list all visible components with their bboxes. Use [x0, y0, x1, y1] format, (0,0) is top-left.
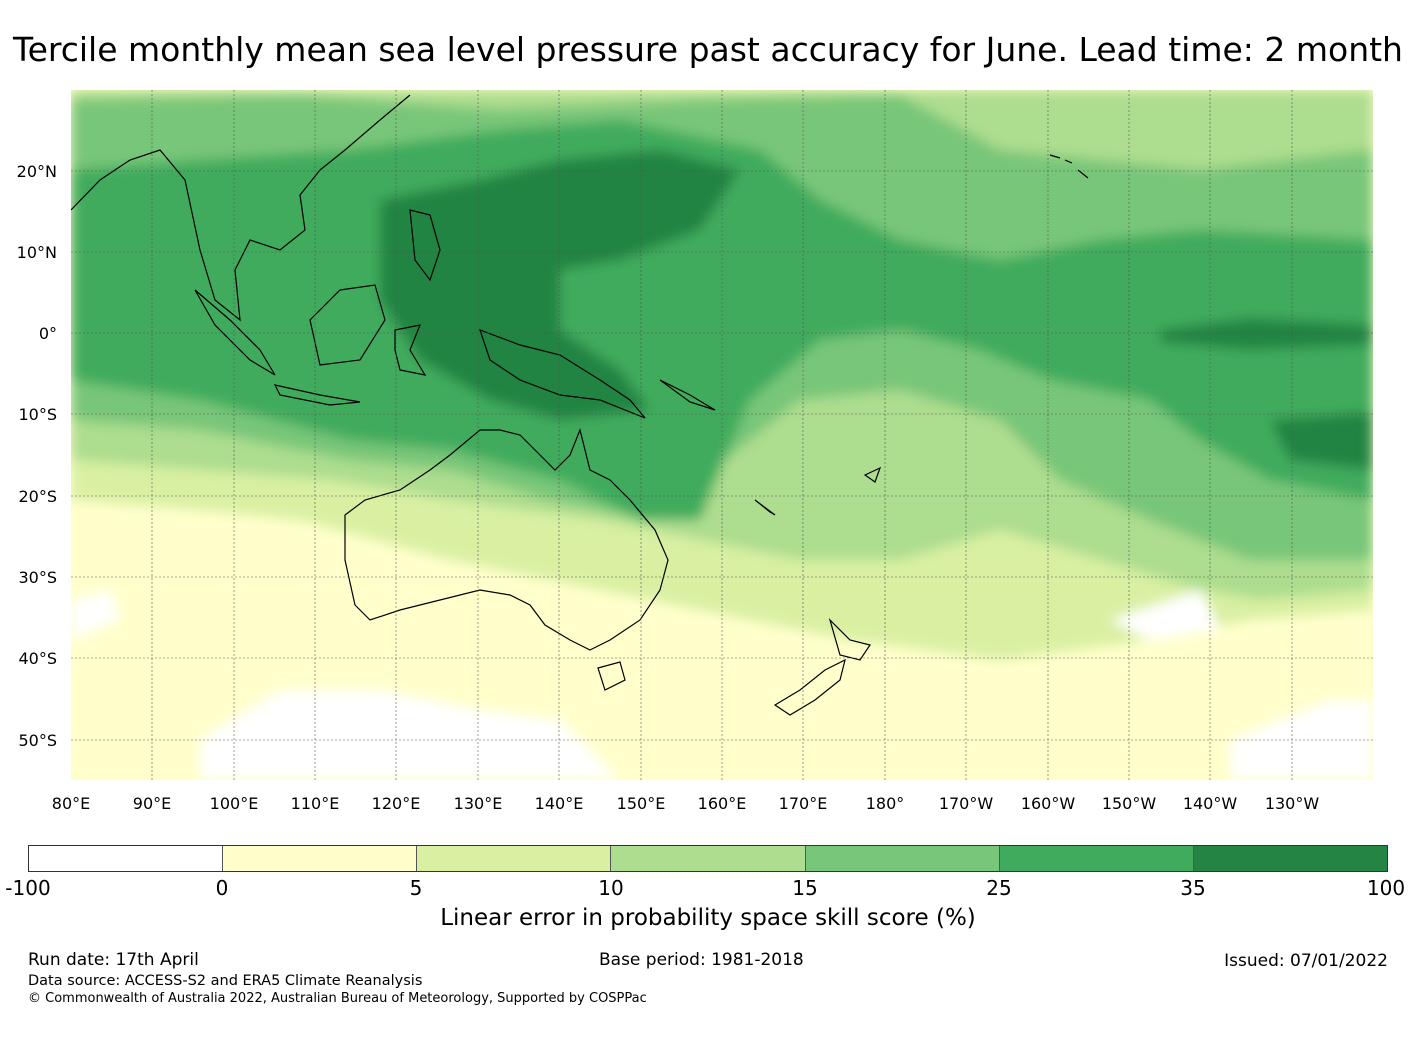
score-band-35-100-se: [1270, 412, 1373, 470]
coastline-philippines: [409, 209, 441, 282]
lon-label: 150°W: [1102, 794, 1157, 813]
data-source: Data source: ACCESS-S2 and ERA5 Climate …: [28, 973, 423, 989]
coastline-solomon: [659, 379, 716, 411]
map-area: 20°N 10°N 0° 10°S 20°S 30°S 40°S 50°S 80…: [17, 90, 1373, 813]
coastline-tasmania: [597, 661, 626, 691]
lon-label: 130°W: [1265, 794, 1320, 813]
lat-label: 20°S: [18, 487, 57, 506]
lon-label: 140°W: [1183, 794, 1238, 813]
score-band-35-100: [380, 150, 740, 420]
colorbar-segment: [29, 846, 224, 871]
base-period: Base period: 1981-2018: [599, 950, 804, 970]
score-band-negative-west: [71, 590, 120, 640]
colorbar-segment: [611, 846, 806, 871]
lat-label: 40°S: [18, 649, 57, 668]
score-band-negative-east: [1110, 590, 1220, 640]
lat-label: 50°S: [18, 731, 57, 750]
coastline-new-zealand: [773, 617, 871, 716]
lon-label: 130°E: [454, 794, 503, 813]
colorbar-segment: [223, 846, 418, 871]
run-date: Run date: 17th April: [28, 950, 199, 970]
lat-label: 10°S: [18, 405, 57, 424]
colorbar-segment: [1193, 846, 1387, 871]
lon-label: 110°E: [291, 794, 340, 813]
lat-label: 30°S: [18, 568, 57, 587]
lon-label: 140°E: [535, 794, 584, 813]
lon-label: 160°W: [1021, 794, 1076, 813]
lon-label: 180°: [866, 794, 905, 813]
coastline-sumatra: [194, 289, 276, 376]
colorbar-tick: 15: [792, 876, 818, 900]
lon-label: 150°E: [617, 794, 666, 813]
coastline-borneo: [309, 284, 386, 366]
coastline-new-guinea: [479, 328, 646, 419]
colorbar-tick: 25: [986, 876, 1012, 900]
lon-label: 90°E: [133, 794, 171, 813]
colorbar-segment: [805, 846, 1000, 871]
coastlines: [71, 94, 1089, 716]
lon-label: 80°E: [52, 794, 90, 813]
score-band-35-100-east: [1160, 318, 1373, 350]
skill-score-map: 20°N 10°N 0° 10°S 20°S 30°S 40°S 50°S 80…: [17, 90, 1373, 813]
colorbar-tick: 35: [1180, 876, 1206, 900]
coastline-fiji: [863, 466, 882, 483]
colorbar: [28, 845, 1388, 872]
lon-label: 160°E: [698, 794, 747, 813]
colorbar-tick: 5: [409, 876, 423, 900]
gridlines: [71, 90, 1373, 780]
colorbar-label: Linear error in probability space skill …: [440, 905, 976, 931]
lat-label: 0°: [39, 324, 57, 343]
lat-label: 20°N: [17, 162, 57, 181]
lat-label: 10°N: [17, 243, 57, 262]
coastline-asia: [71, 94, 411, 322]
coastline-java: [273, 384, 361, 406]
colorbar-tick: 10: [598, 876, 624, 900]
colorbar-segment: [417, 846, 612, 871]
map-title: Tercile monthly mean sea level pressure …: [13, 30, 1403, 69]
copyright: © Commonwealth of Australia 2022, Austra…: [28, 991, 647, 1006]
longitude-labels: 80°E 90°E 100°E 110°E 120°E 130°E 140°E …: [52, 794, 1320, 813]
lon-label: 170°W: [939, 794, 994, 813]
colorbar-tick: 100: [1366, 876, 1406, 900]
coastline-sulawesi: [394, 324, 427, 376]
lon-label: 170°E: [779, 794, 828, 813]
lon-label: 100°E: [210, 794, 259, 813]
colorbar-tick: 0: [215, 876, 229, 900]
issued-date: Issued: 07/01/2022: [1224, 951, 1388, 971]
colorbar-tick: -100: [5, 876, 51, 900]
coastline-new-caledonia: [754, 499, 776, 516]
score-band-negative-south: [200, 690, 620, 780]
score-band-negative-southeast: [1230, 700, 1373, 780]
latitude-labels: 20°N 10°N 0° 10°S 20°S 30°S 40°S 50°S: [17, 162, 57, 750]
colorbar-segment: [999, 846, 1194, 871]
lon-label: 120°E: [372, 794, 421, 813]
coastline-hawaii: [1049, 154, 1089, 179]
coastline-australia: [344, 428, 669, 651]
